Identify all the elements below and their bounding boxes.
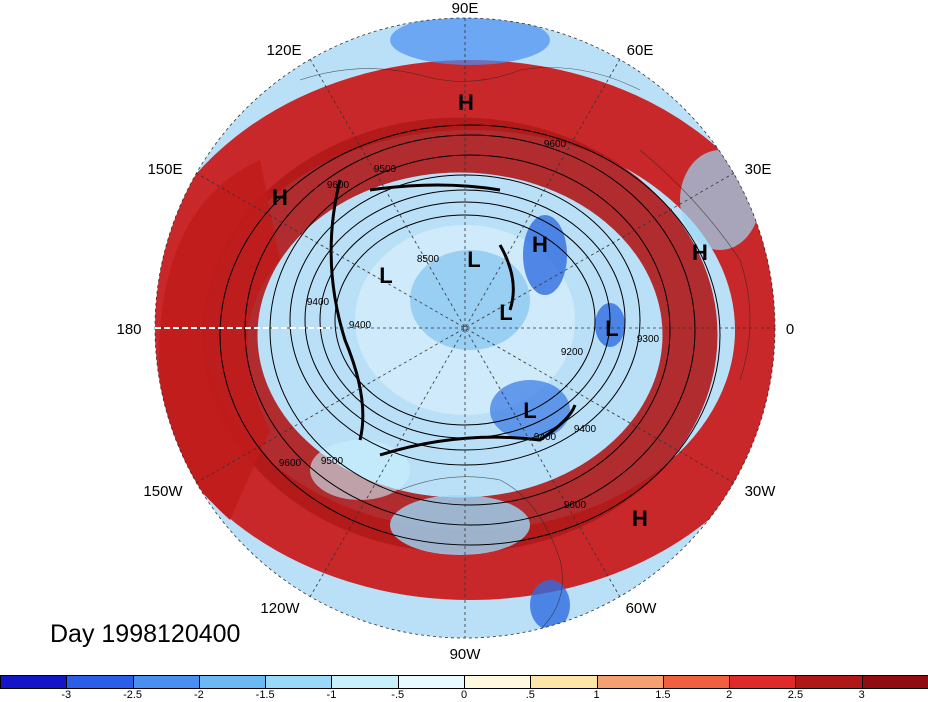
colorbar-box xyxy=(795,675,863,689)
colorbar-box xyxy=(66,675,134,689)
pressure-centers: H H H H H L L L L L xyxy=(272,90,708,531)
colorbar-tick-label: -2.5 xyxy=(123,689,143,701)
colorbar-tick-label: -.5 xyxy=(391,689,405,701)
lon-label-0: 0 xyxy=(786,321,794,338)
longitude-labels: 90E 60E 30E 0 30W 60W 90W 120W 150W 180 … xyxy=(116,0,794,663)
contour-label: 9500 xyxy=(321,456,344,467)
colorbar-box xyxy=(397,675,465,689)
low-label: L xyxy=(499,300,512,325)
colorbar-box xyxy=(331,675,399,689)
colorbar xyxy=(0,675,928,689)
contour-label: 9400 xyxy=(307,297,330,308)
colorbar-box xyxy=(861,675,928,689)
colorbar-tick-label: 2 xyxy=(726,689,733,701)
colorbar-tick-label: -3 xyxy=(61,689,72,701)
contour-label: 9600 xyxy=(327,180,350,191)
low-label: L xyxy=(605,316,618,341)
contour-label: 9600 xyxy=(564,500,587,511)
lon-label-30w: 30W xyxy=(745,483,777,500)
high-label: H xyxy=(632,506,648,531)
contour-label: 9300 xyxy=(637,334,660,345)
contour-label: 9400 xyxy=(349,320,372,331)
colorbar-tick-label: 3 xyxy=(858,689,865,701)
high-label: H xyxy=(532,232,548,257)
lon-label-60e: 60E xyxy=(627,42,654,59)
colorbar-box xyxy=(729,675,797,689)
lon-label-120w: 120W xyxy=(260,600,300,617)
high-label: H xyxy=(272,185,288,210)
high-label: H xyxy=(458,90,474,115)
lon-label-180: 180 xyxy=(116,321,141,338)
contour-label: 8500 xyxy=(417,254,440,265)
lon-label-90w: 90W xyxy=(450,646,482,663)
contour-label: 9400 xyxy=(574,424,597,435)
colorbar-box xyxy=(265,675,333,689)
colorbar-tick-label: 0 xyxy=(460,689,468,701)
anomaly-field xyxy=(155,18,775,638)
polar-map: 90E 60E 30E 0 30W 60W 90W 120W 150W 180 … xyxy=(116,0,794,663)
lon-label-30e: 30E xyxy=(745,161,772,178)
lon-label-60w: 60W xyxy=(626,600,658,617)
lon-label-150e: 150E xyxy=(147,161,182,178)
date-title: Day 1998120400 xyxy=(50,620,241,648)
lon-label-150w: 150W xyxy=(143,483,183,500)
colorbar-tick-label: 2.5 xyxy=(787,689,804,701)
low-label: L xyxy=(523,398,536,423)
contour-label: 9500 xyxy=(374,164,397,175)
lon-label-90e: 90E xyxy=(452,0,479,17)
low-label: L xyxy=(379,263,392,288)
colorbar-box xyxy=(198,675,267,689)
colorbar-tick-label: -1.5 xyxy=(255,689,275,701)
colorbar-box xyxy=(132,675,200,689)
colorbar-box xyxy=(530,675,598,689)
contour-label: 9400 xyxy=(534,432,557,443)
colorbar-tick-label: 1.5 xyxy=(655,689,671,701)
contour-label: 9600 xyxy=(279,458,302,469)
colorbar-box xyxy=(464,675,532,689)
high-label: H xyxy=(692,240,708,265)
low-label: L xyxy=(467,247,480,272)
colorbar-tick-label: -2 xyxy=(193,689,204,701)
contour-labels: 9600 9500 9400 9200 8500 9400 9400 9600 … xyxy=(279,139,660,511)
colorbar-box xyxy=(662,675,731,689)
colorbar-tick-label: 1 xyxy=(593,689,600,701)
colorbar-box xyxy=(0,675,68,689)
contour-label: 9200 xyxy=(561,347,584,358)
colorbar-tick-label: -1 xyxy=(326,689,337,701)
colorbar-box xyxy=(596,675,664,689)
colorbar-tick-label: .5 xyxy=(525,689,535,701)
lon-label-120e: 120E xyxy=(266,42,301,59)
contour-label: 9600 xyxy=(544,139,567,150)
